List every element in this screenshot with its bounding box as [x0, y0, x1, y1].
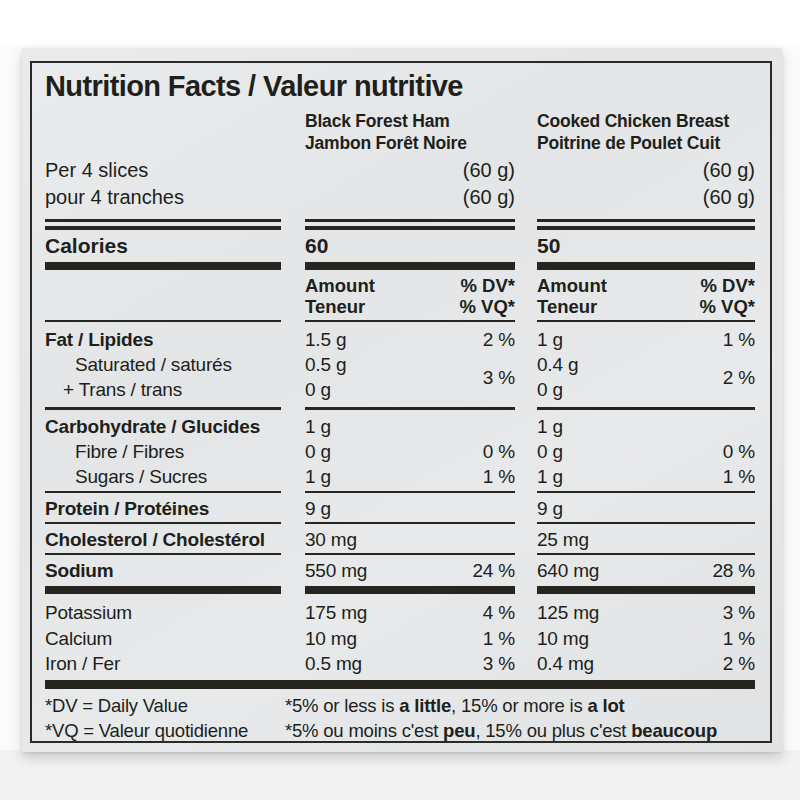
label-frame: Nutrition Facts / Valeur nutritive Black…: [30, 61, 772, 743]
row-potassium: Potassium 175 mg4 % 125 mg3 %: [45, 600, 755, 625]
row-fat-section: Fat / Lipides Saturated / saturés + Tran…: [45, 327, 755, 402]
serving-row-fr: pour 4 tranches (60 g) (60 g): [45, 184, 755, 211]
calories-label: Calories: [45, 234, 281, 258]
row-protein: Protein / Protéines 9 g 9 g: [45, 496, 755, 521]
product-header-chicken: Cooked Chicken Breast Poitrine de Poulet…: [537, 110, 755, 154]
fat-label: Fat / Lipides: [45, 327, 281, 352]
fat-values-chicken: 1 g 1 % 0.4 g 2 % 0 g: [537, 327, 755, 402]
row-carbohydrate: Carbohydrate / Glucides 1 g 1 g: [45, 414, 755, 439]
serving-row-en: Per 4 slices (60 g) (60 g): [45, 157, 755, 184]
serving-size-en: Per 4 slices: [45, 157, 281, 184]
row-sodium: Sodium 550 mg24 % 640 mg28 %: [45, 558, 755, 583]
row-calcium: Calcium 10 mg1 % 10 mg1 %: [45, 626, 755, 651]
fat-values-ham: 1.5 g 2 % 0.5 g 3 % 0 g: [305, 327, 515, 402]
amount-dv-headers: AmountTeneur % DV*% VQ* AmountTeneur % D…: [45, 275, 755, 317]
row-iron: Iron / Fer 0.5 mg3 % 0.4 mg2 %: [45, 651, 755, 676]
divider: [45, 680, 755, 689]
page-title: Nutrition Facts / Valeur nutritive: [45, 70, 463, 103]
nutrition-label: Nutrition Facts / Valeur nutritive Black…: [22, 48, 782, 752]
calories-value-chicken: 50: [537, 234, 755, 258]
product-headers: Black Forest Ham Jambon Forêt Noire Cook…: [45, 110, 755, 154]
saturated-label: Saturated / saturés: [45, 352, 281, 377]
trans-label: + Trans / trans: [45, 377, 281, 402]
row-sugars: Sugars / Sucres 1 g1 % 1 g1 %: [45, 464, 755, 489]
serving-size-fr: pour 4 tranches: [45, 184, 281, 211]
footnote-dv: *DV = Daily Value *5% or less is a littl…: [45, 693, 755, 718]
row-fibre: Fibre / Fibres 0 g0 % 0 g0 %: [45, 439, 755, 464]
footnote-vq: *VQ = Valeur quotidienne *5% ou moins c'…: [45, 718, 755, 743]
row-cholesterol: Cholesterol / Cholestérol 30 mg 25 mg: [45, 527, 755, 552]
product-header-ham: Black Forest Ham Jambon Forêt Noire: [305, 110, 515, 154]
calories-value-ham: 60: [305, 234, 515, 258]
calories-row: Calories 60 50: [45, 234, 755, 258]
